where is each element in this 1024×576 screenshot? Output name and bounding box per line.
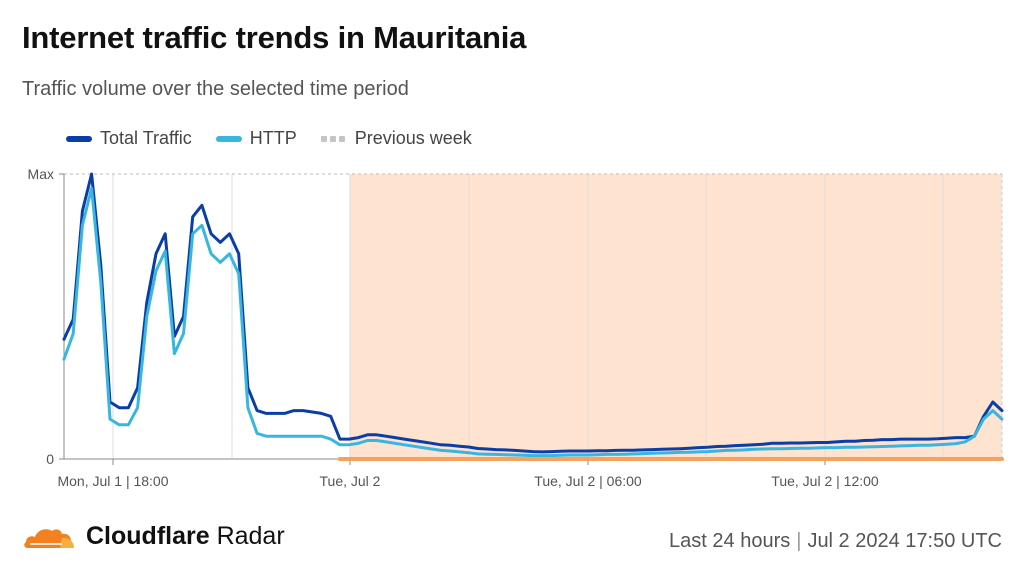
legend-item-previous-week[interactable]: Previous week — [320, 128, 472, 149]
series-line-http — [62, 186, 1004, 458]
highlight-region — [350, 174, 1002, 459]
legend-label-previous-week: Previous week — [354, 128, 472, 148]
x-tick-label-1: Tue, Jul 2 — [320, 473, 381, 489]
legend-item-total-traffic[interactable]: Total Traffic — [66, 128, 192, 149]
x-tick-label-0: Mon, Jul 1 | 18:00 — [57, 473, 168, 489]
chart-title: Internet traffic trends in Mauritania — [22, 20, 527, 55]
footer-separator: | — [796, 530, 802, 552]
legend-label-http: HTTP — [249, 128, 297, 148]
footer-timestamp: Last 24 hours | Jul 2 2024 17:50 UTC — [669, 530, 1002, 553]
brand-name: Cloudflare Radar — [86, 522, 285, 550]
time-range-label: Last 24 hours — [669, 530, 791, 552]
legend-label-total-traffic: Total Traffic — [100, 128, 192, 148]
legend-swatch-http — [215, 135, 242, 142]
y-tick-label-0: Max — [28, 166, 54, 182]
chart-legend: Total Traffic HTTP Previous week — [66, 128, 472, 149]
y-tick-label-1: 0 — [46, 451, 54, 467]
series-line-total-traffic — [62, 172, 1004, 454]
x-tick-label-2: Tue, Jul 2 | 06:00 — [534, 473, 642, 489]
legend-swatch-previous-week — [320, 135, 347, 142]
legend-item-http[interactable]: HTTP — [215, 128, 297, 149]
brand: Cloudflare Radar — [22, 522, 285, 551]
timestamp-label: Jul 2 2024 17:50 UTC — [807, 530, 1002, 552]
chart-subtitle: Traffic volume over the selected time pe… — [22, 78, 409, 100]
cloudflare-logo-icon — [24, 528, 74, 548]
legend-swatch-total-traffic — [66, 135, 92, 142]
x-tick-label-3: Tue, Jul 2 | 12:00 — [771, 473, 879, 489]
